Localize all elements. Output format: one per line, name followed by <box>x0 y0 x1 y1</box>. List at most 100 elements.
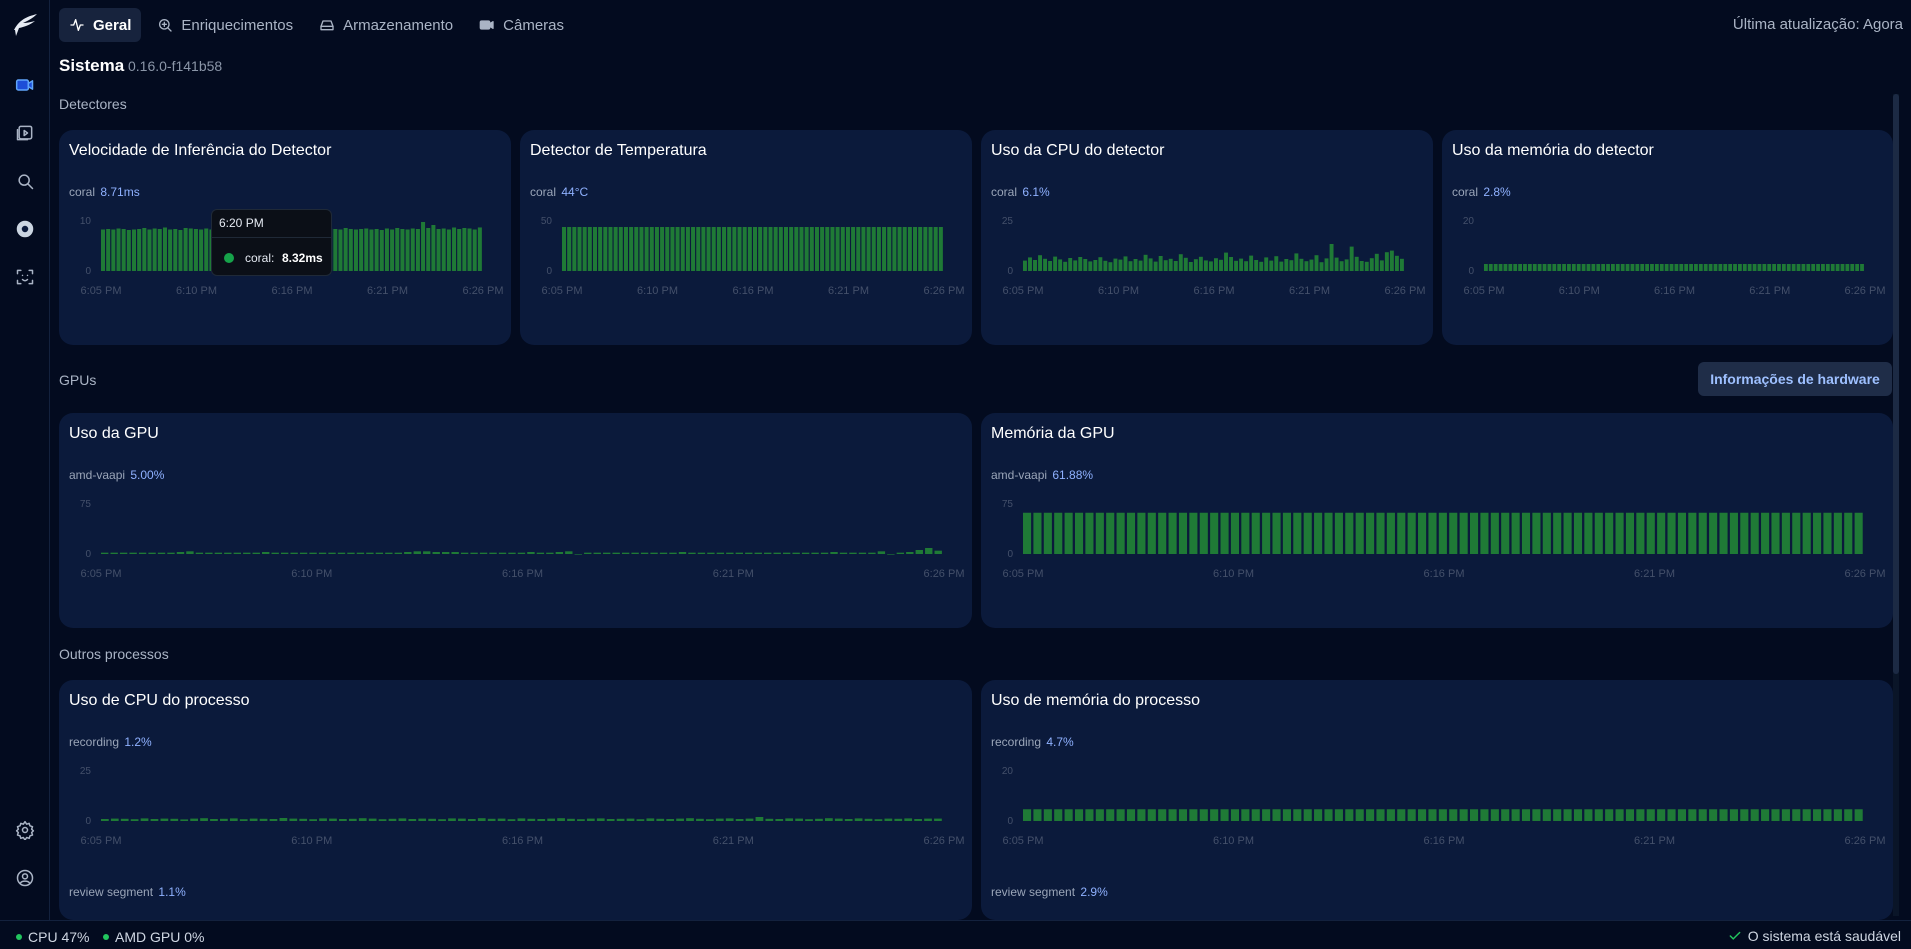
y-tick-label: 0 <box>1007 816 1013 827</box>
chart-bar <box>110 552 118 554</box>
chart-bar <box>577 227 582 271</box>
chart-bar <box>224 552 232 554</box>
tab-label: Geral <box>93 16 132 34</box>
chart-bar <box>457 229 462 271</box>
chart-bar <box>1816 264 1820 271</box>
chart-bar <box>660 227 665 271</box>
card-detector-memory: Uso da memória do detector coral 2.8% 0 2… <box>1442 130 1893 345</box>
chart-bar <box>339 819 347 821</box>
chart-bar <box>1542 264 1547 271</box>
chart-bar <box>1272 512 1281 554</box>
chart-bar <box>1698 809 1707 821</box>
status-cpu[interactable]: CPU 47% <box>16 929 89 945</box>
chart-bar <box>358 818 367 821</box>
chart-process-memory[interactable]: 0 20 6:05 PM 6:10 PM 6:16 PM 6:21 PM 6:26 PM <box>991 765 1886 855</box>
chart-bar <box>725 818 734 821</box>
chart-bar <box>1282 809 1291 821</box>
chart-bar <box>1188 262 1193 271</box>
chart-bar <box>830 552 838 554</box>
chart-bar <box>385 552 393 554</box>
chart-bar <box>413 551 421 554</box>
account-icon[interactable] <box>10 863 40 893</box>
chart-bar <box>676 818 684 821</box>
status-gpu[interactable]: AMD GPU 0% <box>103 929 204 945</box>
chart-bar <box>814 227 819 271</box>
chart-bar <box>659 552 668 554</box>
chart-bar <box>1449 809 1458 821</box>
chart-bar <box>1349 246 1354 271</box>
export-icon[interactable] <box>10 214 40 244</box>
chart-bar <box>1469 809 1479 821</box>
chart-bar <box>680 227 685 271</box>
chart-bar <box>400 229 405 271</box>
chart-bar <box>1563 512 1572 554</box>
chart-bar <box>650 552 658 554</box>
chart-bar <box>1264 257 1269 271</box>
chart-bar <box>116 228 121 271</box>
chart-bar <box>1501 809 1510 821</box>
chart-bar <box>1694 264 1698 271</box>
chart-bar <box>1490 512 1499 554</box>
chart-bar <box>1850 264 1855 271</box>
chart-gpu-usage[interactable]: 0 75 6:05 PM 6:10 PM 6:16 PM 6:21 PM 6:26 PM <box>69 498 965 588</box>
chart-bar <box>1459 512 1468 554</box>
tab-armazenamento[interactable]: Armazenamento <box>309 8 463 42</box>
face-icon[interactable] <box>10 262 40 292</box>
chart-bar <box>884 818 893 821</box>
series-name: amd-vaapi <box>69 468 126 482</box>
chart-bar <box>1023 809 1032 821</box>
explore-icon[interactable] <box>10 166 40 196</box>
chart-bar <box>1709 512 1718 554</box>
y-tick-label: 0 <box>1007 266 1013 277</box>
chart-bar <box>338 229 343 271</box>
chart-bar <box>446 229 451 271</box>
x-tick-label: 6:16 PM <box>502 835 543 847</box>
chart-svg: 0 75 6:05 PM 6:10 PM 6:16 PM 6:21 PM 6:26 PM <box>80 499 965 580</box>
chart-bar <box>1293 809 1302 821</box>
logo-icon[interactable] <box>10 10 40 40</box>
chart-bar <box>1493 264 1498 271</box>
chart-bar <box>871 227 876 271</box>
chart-bar <box>1262 512 1271 554</box>
metric-label: amd-vaapi 5.00% <box>69 468 164 482</box>
status-health[interactable]: O sistema está saudável <box>1728 928 1901 944</box>
chart-bar <box>290 552 298 554</box>
chart-bar <box>1830 264 1835 271</box>
chart-bar <box>874 819 883 821</box>
chart-bar <box>210 819 218 821</box>
scrollbar-thumb[interactable] <box>1893 94 1899 674</box>
chart-bar <box>452 227 457 271</box>
chart-detector-cpu[interactable]: 0 25 6:05 PM 6:10 PM 6:16 PM 6:21 PM 6:26 PM <box>991 215 1426 305</box>
chart-bar <box>356 552 365 554</box>
y-tick-label: 0 <box>85 816 91 827</box>
review-icon[interactable] <box>10 118 40 148</box>
chart-bar <box>785 818 794 821</box>
chart-bar <box>839 552 848 554</box>
chart-bar <box>670 227 675 271</box>
chart-bar <box>815 818 823 821</box>
chart-bar <box>1777 264 1781 271</box>
chart-temperature[interactable]: 0 50 6:05 PM 6:10 PM 6:16 PM 6:21 PM 6:26 PM <box>530 215 965 305</box>
y-tick-label: 0 <box>85 549 91 560</box>
settings-icon[interactable] <box>10 815 40 845</box>
tab-geral[interactable]: Geral <box>59 8 142 42</box>
tooltip-series-dot <box>224 253 234 263</box>
x-tick-label: 6:10 PM <box>291 835 332 847</box>
chart-bar <box>1407 809 1416 821</box>
tab-cameras[interactable]: Câmeras <box>469 8 574 42</box>
live-camera-icon[interactable] <box>10 70 40 100</box>
chart-bar <box>1249 255 1254 271</box>
chart-bar <box>1116 809 1125 821</box>
chart-bar <box>1128 261 1133 271</box>
chart-bar <box>716 552 725 554</box>
tab-enriquecimentos[interactable]: Enriquecimentos <box>147 8 303 42</box>
chart-bar <box>415 229 420 271</box>
chart-gpu-memory[interactable]: 0 75 6:05 PM 6:10 PM 6:16 PM 6:21 PM 6:26 PM <box>991 498 1886 588</box>
chart-bar <box>205 552 213 554</box>
chart-bar <box>458 818 466 821</box>
chart-bar <box>1573 809 1583 821</box>
chart-detector-memory[interactable]: 0 20 6:05 PM 6:10 PM 6:16 PM 6:21 PM 6:26 PM <box>1452 215 1886 305</box>
chart-process-cpu[interactable]: 0 25 6:05 PM 6:10 PM 6:16 PM 6:21 PM 6:26 PM <box>69 765 965 855</box>
hardware-info-button[interactable]: Informações de hardware <box>1698 362 1892 396</box>
chart-bar <box>1667 809 1676 821</box>
